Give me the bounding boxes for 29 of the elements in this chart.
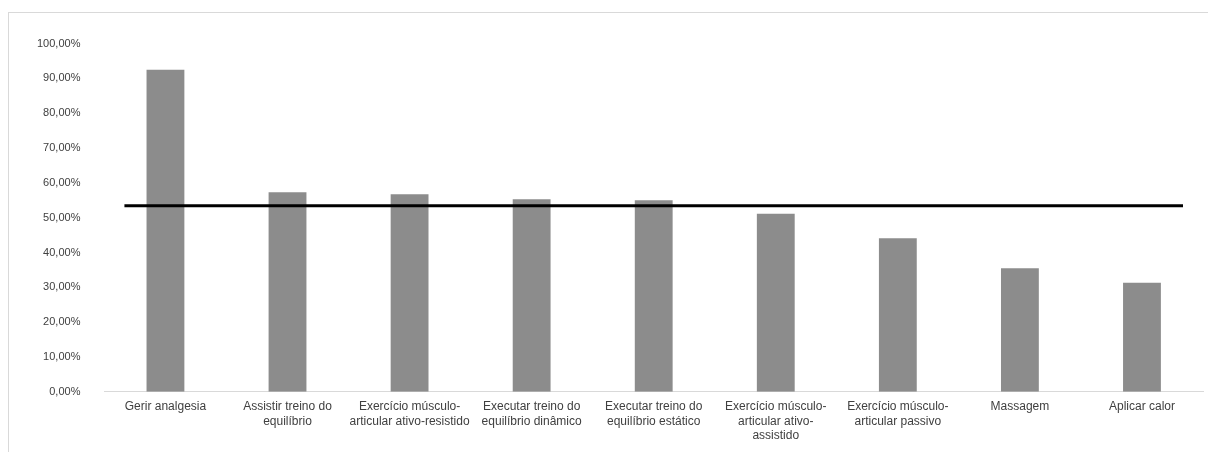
bar — [878, 238, 917, 392]
x-tick-label: Aplicar calor — [1108, 399, 1175, 414]
y-tick-label: 80,00% — [43, 106, 81, 119]
y-tick-label: 20,00% — [43, 315, 81, 328]
x-tick-label: Exercício músculo-articular ativo-assistido — [725, 399, 827, 443]
y-tick-label: 60,00% — [43, 175, 81, 188]
y-tick-label: 100,00% — [36, 36, 81, 49]
bar — [1123, 282, 1161, 392]
x-tick-label: Exercício músculo-articular passivo — [847, 399, 949, 428]
y-tick-label: 40,00% — [43, 245, 81, 258]
x-tick-label: Assistir treino do equilíbrio — [243, 399, 333, 428]
y-tick-label: 50,00% — [43, 210, 81, 223]
y-tick-label: 10,00% — [43, 350, 81, 363]
x-tick-label: Massagem — [990, 399, 1050, 414]
x-tick-label: Executar treino do equilíbrio dinâmico — [481, 399, 582, 428]
bar — [146, 69, 185, 392]
bar — [390, 194, 429, 392]
y-tick-label: 90,00% — [43, 71, 81, 84]
bar — [1000, 268, 1039, 392]
bar — [512, 199, 551, 392]
y-tick-label: 0,00% — [49, 384, 81, 397]
x-tick-label: Gerir analgesia — [124, 399, 207, 414]
y-tick-label: 30,00% — [43, 280, 81, 293]
x-tick-label: Exercício músculo-articular ativo-resistido — [349, 399, 470, 428]
bar — [756, 213, 795, 392]
bar — [268, 192, 307, 392]
bar — [634, 200, 673, 392]
y-tick-label: 70,00% — [43, 141, 81, 154]
x-tick-label: Executar treino do equilíbrio estático — [605, 399, 703, 428]
